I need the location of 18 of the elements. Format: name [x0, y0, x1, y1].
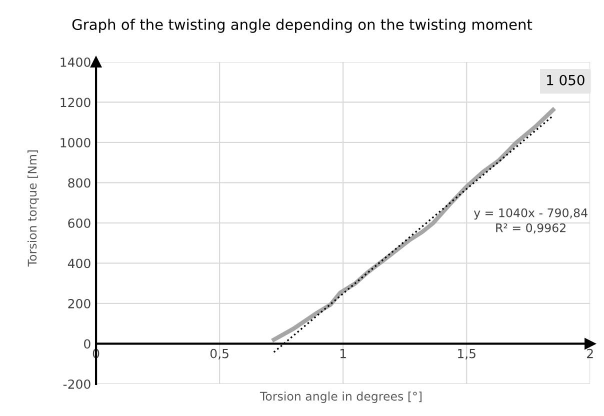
y-axis-title: Torsion torque [Nm]	[28, 150, 39, 267]
y-tick-label: 1400	[60, 57, 90, 67]
annotation: y = 1040x - 790,84 R² = 0,9962	[474, 208, 588, 234]
x-tick-label: 2	[587, 348, 593, 358]
y-tick-label: 600	[68, 218, 90, 228]
chart-title: Graph of the twisting angle depending on the twisting moment	[72, 18, 532, 33]
y-tick-label: 0	[84, 339, 90, 349]
y-tick-label: 800	[68, 178, 90, 188]
x-tick-label: 0,5	[210, 348, 228, 360]
y-tick-label: 200	[68, 298, 90, 308]
y-tick-label: -200	[63, 379, 90, 389]
y-tick-label: 1000	[60, 138, 90, 148]
y-tick-label: 400	[68, 258, 90, 268]
x-axis-title: Torsion angle in degrees [°]	[260, 392, 422, 403]
annotation: 1 050	[547, 74, 584, 86]
x-tick-label: 1	[340, 348, 346, 358]
x-tick-label: 1,5	[458, 348, 476, 360]
y-tick-label: 1200	[60, 98, 90, 108]
